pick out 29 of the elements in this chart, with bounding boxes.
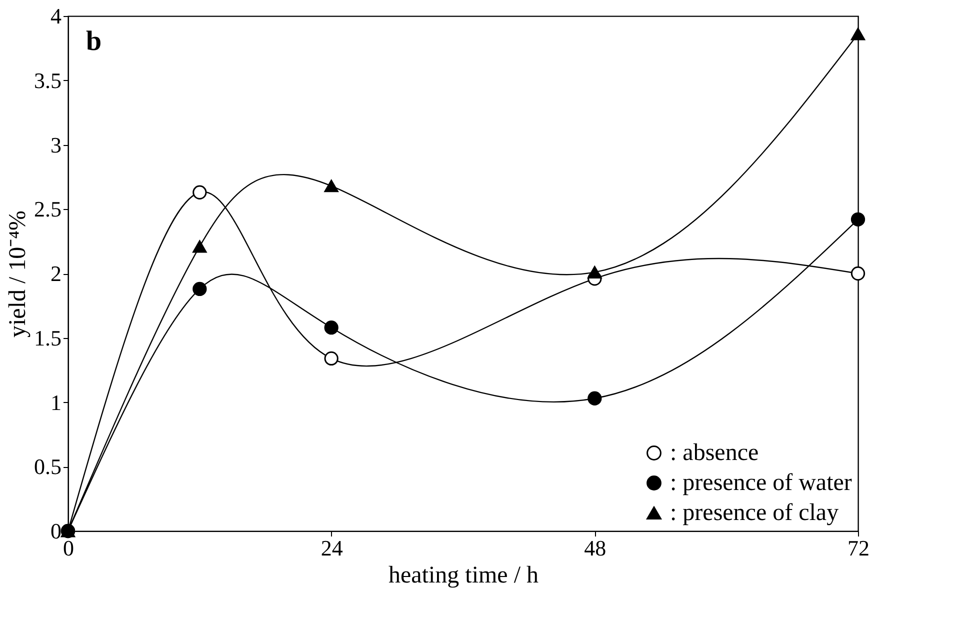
point bbox=[192, 282, 207, 296]
point bbox=[324, 180, 338, 192]
point bbox=[192, 185, 207, 200]
y-tick-label: 2 bbox=[50, 261, 62, 286]
x-axis-title: heating time / h bbox=[388, 562, 538, 588]
point bbox=[588, 391, 602, 406]
point bbox=[192, 240, 207, 253]
x-tick-label: 24 bbox=[320, 536, 343, 560]
y-axis-title: yield / 10⁻⁴% bbox=[5, 210, 31, 338]
point bbox=[324, 351, 338, 366]
point bbox=[850, 28, 866, 40]
point bbox=[850, 266, 866, 281]
y-tick-label: 2.5 bbox=[34, 196, 62, 222]
y-tick-label: 1.5 bbox=[34, 325, 62, 350]
y-tick-label: 1 bbox=[50, 390, 62, 415]
legend-label: : presence of water bbox=[670, 470, 852, 496]
point bbox=[324, 320, 338, 335]
y-tick-label: 3 bbox=[50, 132, 62, 158]
y-tick-label: 3.5 bbox=[34, 68, 62, 93]
annotation: b bbox=[86, 26, 102, 57]
x-tick-label: 72 bbox=[848, 536, 870, 560]
legend-label: : absence bbox=[670, 440, 759, 466]
point bbox=[850, 212, 866, 226]
y-tick-label: 4 bbox=[50, 4, 62, 28]
x-tick-label: 48 bbox=[584, 536, 606, 560]
point bbox=[588, 266, 602, 278]
legend-label: : presence of clay bbox=[670, 500, 839, 526]
y-tick-label: 0 bbox=[50, 518, 62, 544]
y-tick-label: 0.5 bbox=[34, 454, 62, 480]
